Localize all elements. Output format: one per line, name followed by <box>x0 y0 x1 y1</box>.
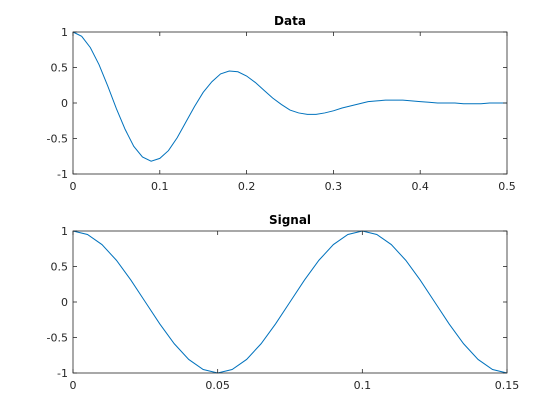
y-tick-label: -1 <box>57 367 68 380</box>
y-tick-label: -0.5 <box>47 332 68 345</box>
y-tick-label: 0 <box>61 97 68 110</box>
x-tick-label: 0.2 <box>238 180 256 193</box>
y-tick-label: 0 <box>61 296 68 309</box>
x-tick-label: 0.1 <box>151 180 169 193</box>
x-tick-label: 0.1 <box>354 379 372 392</box>
y-tick-label: -0.5 <box>47 133 68 146</box>
axes-title: Data <box>274 14 306 28</box>
x-tick-label: 0.05 <box>205 379 230 392</box>
x-tick-label: 0.4 <box>411 180 429 193</box>
x-tick-label: 0.5 <box>498 180 516 193</box>
y-tick-label: 1 <box>61 26 68 39</box>
y-tick-label: 0.5 <box>51 62 69 75</box>
x-tick-label: 0 <box>70 379 77 392</box>
data-line <box>72 230 508 374</box>
axes-title: Signal <box>269 213 311 227</box>
y-tick-label: 1 <box>61 225 68 238</box>
x-tick-label: 0 <box>70 180 77 193</box>
data-line <box>72 31 507 162</box>
y-tick-label: 0.5 <box>51 261 69 274</box>
x-tick-label: 0.15 <box>495 379 520 392</box>
y-tick-label: -1 <box>57 168 68 181</box>
x-tick-label: 0.3 <box>325 180 343 193</box>
